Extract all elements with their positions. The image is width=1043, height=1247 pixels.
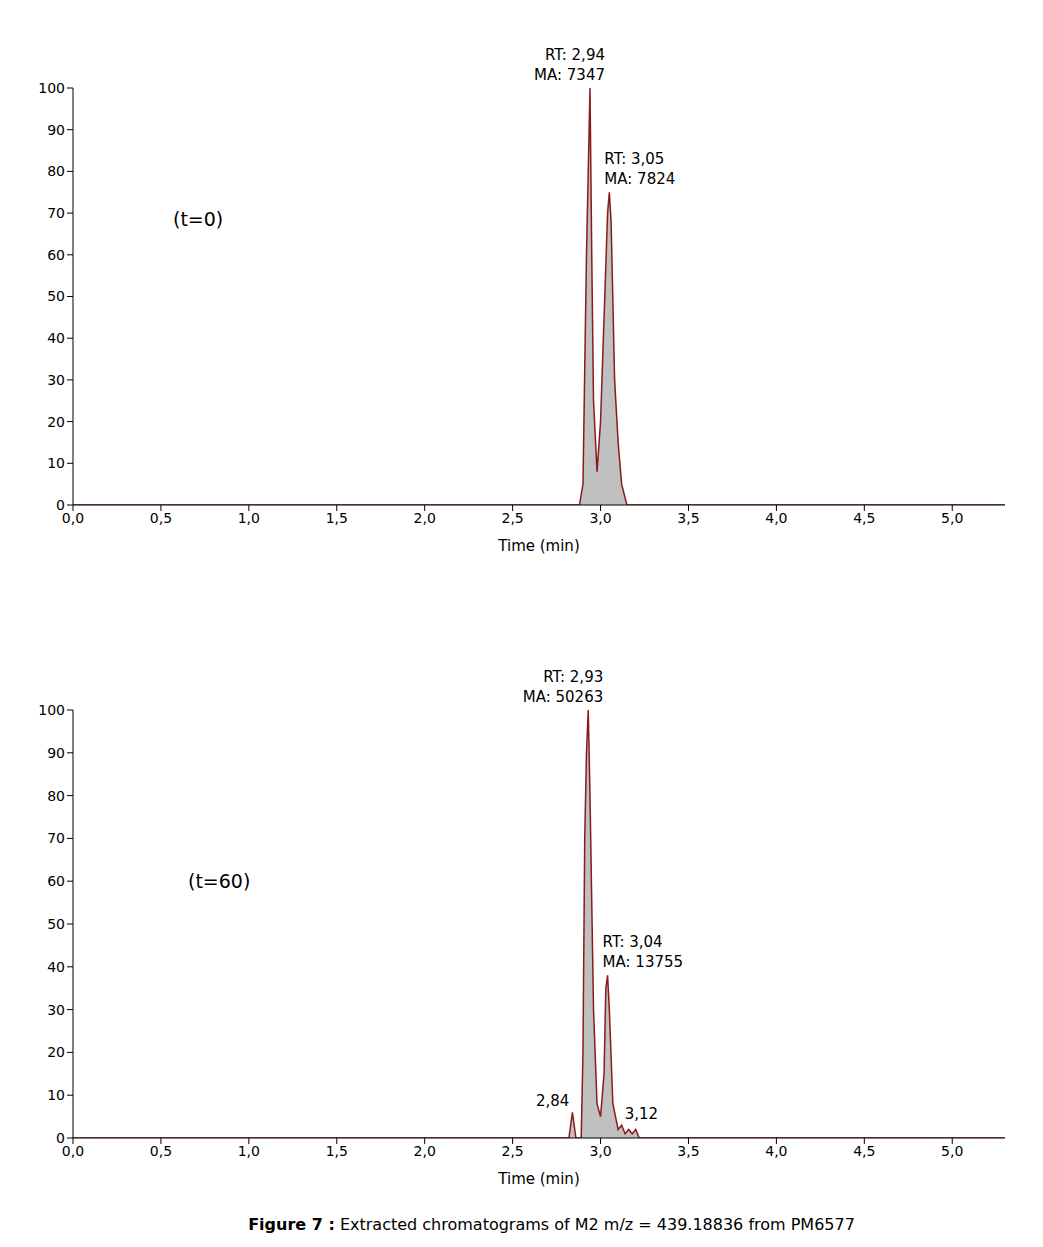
svg-text:1,0: 1,0 [238, 1143, 260, 1159]
svg-text:80: 80 [47, 163, 65, 179]
svg-text:0: 0 [56, 1130, 65, 1146]
svg-text:90: 90 [47, 745, 65, 761]
svg-text:20: 20 [47, 1044, 65, 1060]
svg-text:4,5: 4,5 [853, 1143, 875, 1159]
svg-text:Time (min): Time (min) [497, 537, 579, 555]
svg-text:30: 30 [47, 372, 65, 388]
svg-text:0,0: 0,0 [62, 510, 84, 526]
svg-text:3,12: 3,12 [625, 1105, 658, 1123]
svg-text:MA: 7347: MA: 7347 [534, 66, 605, 84]
svg-text:RT: 2,94: RT: 2,94 [545, 46, 605, 64]
svg-text:4,0: 4,0 [765, 1143, 787, 1159]
svg-text:0,5: 0,5 [150, 510, 172, 526]
svg-text:10: 10 [47, 1087, 65, 1103]
svg-text:MA: 50263: MA: 50263 [523, 688, 603, 706]
svg-text:30: 30 [47, 1002, 65, 1018]
svg-text:RT: 3,04: RT: 3,04 [603, 933, 663, 951]
svg-text:RT: 2,93: RT: 2,93 [543, 668, 603, 686]
svg-text:100: 100 [38, 702, 65, 718]
svg-text:MA: 13755: MA: 13755 [603, 953, 683, 971]
html-text:Figure 7 : Extracted chromatog: Figure 7 : Extracted chromatograms of M2… [248, 1215, 855, 1234]
svg-text:2,0: 2,0 [414, 1143, 436, 1159]
svg-text:0,0: 0,0 [62, 1143, 84, 1159]
svg-text:1,5: 1,5 [326, 1143, 348, 1159]
svg-text:4,0: 4,0 [765, 510, 787, 526]
svg-text:0: 0 [56, 497, 65, 513]
svg-text:100: 100 [38, 80, 65, 96]
svg-text:50: 50 [47, 288, 65, 304]
svg-text:70: 70 [47, 205, 65, 221]
svg-text:3,0: 3,0 [589, 510, 611, 526]
svg-text:20: 20 [47, 414, 65, 430]
svg-text:1,5: 1,5 [326, 510, 348, 526]
svg-text:Time (min): Time (min) [497, 1170, 579, 1188]
svg-text:70: 70 [47, 830, 65, 846]
svg-text:2,84: 2,84 [536, 1092, 569, 1110]
svg-text:40: 40 [47, 959, 65, 975]
svg-text:50: 50 [47, 916, 65, 932]
svg-text:60: 60 [47, 873, 65, 889]
html-text:(t=60): (t=60) [188, 870, 251, 892]
svg-text:RT: 3,05: RT: 3,05 [604, 150, 664, 168]
svg-text:10: 10 [47, 455, 65, 471]
svg-text:90: 90 [47, 122, 65, 138]
svg-text:2,5: 2,5 [501, 510, 523, 526]
svg-text:2,0: 2,0 [414, 510, 436, 526]
svg-text:60: 60 [47, 247, 65, 263]
svg-text:3,5: 3,5 [677, 1143, 699, 1159]
svg-text:3,5: 3,5 [677, 510, 699, 526]
svg-text:3,0: 3,0 [589, 1143, 611, 1159]
svg-text:40: 40 [47, 330, 65, 346]
svg-text:0,5: 0,5 [150, 1143, 172, 1159]
svg-text:5,0: 5,0 [941, 1143, 963, 1159]
svg-text:1,0: 1,0 [238, 510, 260, 526]
svg-text:2,5: 2,5 [501, 1143, 523, 1159]
svg-text:80: 80 [47, 788, 65, 804]
svg-text:MA: 7824: MA: 7824 [604, 170, 675, 188]
svg-text:5,0: 5,0 [941, 510, 963, 526]
svg-text:4,5: 4,5 [853, 510, 875, 526]
html-text:(t=0): (t=0) [173, 208, 224, 230]
